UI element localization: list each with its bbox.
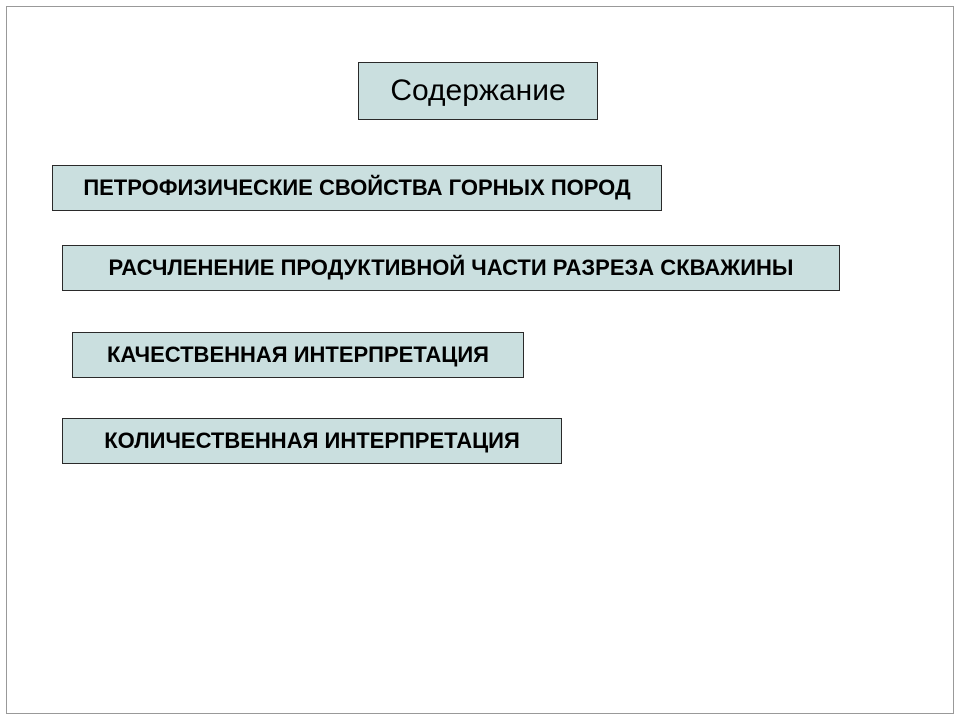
toc-item-text: КОЛИЧЕСТВЕННАЯ ИНТЕРПРЕТАЦИЯ <box>104 428 520 454</box>
toc-item-text: КАЧЕСТВЕННАЯ ИНТЕРПРЕТАЦИЯ <box>107 342 489 368</box>
title-box: Содержание <box>358 62 598 120</box>
toc-item-4: КОЛИЧЕСТВЕННАЯ ИНТЕРПРЕТАЦИЯ <box>62 418 562 464</box>
toc-item-3: КАЧЕСТВЕННАЯ ИНТЕРПРЕТАЦИЯ <box>72 332 524 378</box>
title-text: Содержание <box>390 74 565 108</box>
toc-item-2: РАСЧЛЕНЕНИЕ ПРОДУКТИВНОЙ ЧАСТИ РАЗРЕЗА С… <box>62 245 840 291</box>
toc-item-text: ПЕТРОФИЗИЧЕСКИЕ СВОЙСТВА ГОРНЫХ ПОРОД <box>83 175 630 201</box>
toc-item-text: РАСЧЛЕНЕНИЕ ПРОДУКТИВНОЙ ЧАСТИ РАЗРЕЗА С… <box>109 255 794 281</box>
toc-item-1: ПЕТРОФИЗИЧЕСКИЕ СВОЙСТВА ГОРНЫХ ПОРОД <box>52 165 662 211</box>
